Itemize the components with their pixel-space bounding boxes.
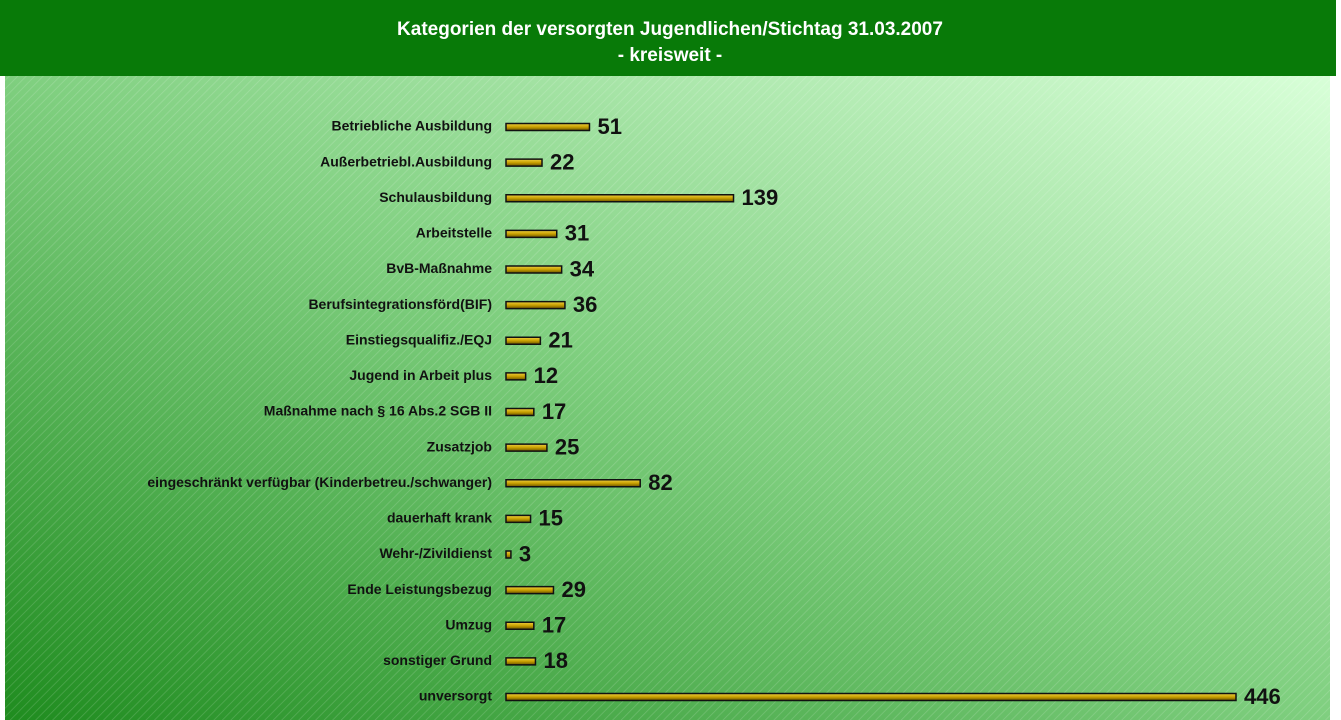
category-label: BvB-Maßnahme <box>386 260 492 276</box>
bar <box>505 407 535 417</box>
bar <box>505 194 735 203</box>
category-label: Zusatzjob <box>427 438 492 454</box>
category-label: Arbeitstelle <box>416 225 492 241</box>
bar <box>505 657 537 666</box>
bar <box>505 621 535 630</box>
bar <box>505 265 563 274</box>
category-label: Jugend in Arbeit plus <box>349 367 492 383</box>
category-label: Wehr-/Zivildienst <box>379 545 492 561</box>
bar <box>505 479 641 488</box>
value-label: 139 <box>742 185 779 210</box>
header-band <box>0 0 1336 76</box>
category-label: Außerbetriebl.Ausbildung <box>320 153 492 169</box>
value-label: 17 <box>542 613 566 638</box>
bar <box>505 300 566 310</box>
value-label: 22 <box>550 149 574 174</box>
category-label: Maßnahme nach § 16 Abs.2 SGB II <box>264 403 492 419</box>
bar <box>505 158 543 167</box>
bar <box>505 550 512 559</box>
category-label: Einstiegsqualifiz./EQJ <box>346 331 492 347</box>
value-label: 82 <box>648 470 672 495</box>
category-label: unversorgt <box>419 688 492 704</box>
chart-title: Kategorien der versorgten Jugendlichen/S… <box>397 19 943 40</box>
value-label: 17 <box>542 399 566 424</box>
category-label: sonstiger Grund <box>383 652 492 668</box>
bar <box>505 372 527 381</box>
category-label: eingeschränkt verfügbar (Kinderbetreu./s… <box>147 474 492 490</box>
value-label: 21 <box>548 328 572 353</box>
category-label: Umzug <box>445 616 492 632</box>
bar <box>505 229 558 239</box>
value-label: 51 <box>597 114 621 139</box>
bar <box>505 122 591 132</box>
value-label: 12 <box>534 363 558 388</box>
value-label: 18 <box>543 648 567 673</box>
category-label: Berufsintegrationsförd(BIF) <box>308 296 492 312</box>
bar <box>505 514 532 524</box>
category-label: Schulausbildung <box>379 189 492 205</box>
category-label: Ende Leistungsbezug <box>347 581 492 597</box>
category-label: Betriebliche Ausbildung <box>332 118 493 134</box>
value-label: 15 <box>539 506 563 531</box>
bar <box>505 443 548 452</box>
category-label: dauerhaft krank <box>387 510 492 526</box>
value-label: 3 <box>519 541 531 566</box>
value-label: 36 <box>573 292 597 317</box>
bar <box>505 585 555 595</box>
value-label: 446 <box>1244 684 1281 709</box>
value-label: 31 <box>565 221 589 246</box>
plot-hatch <box>5 76 1330 720</box>
bar <box>505 692 1237 702</box>
bar <box>505 336 542 345</box>
value-label: 25 <box>555 434 579 459</box>
value-label: 34 <box>570 256 595 281</box>
chart-subtitle: - kreisweit - <box>618 45 723 66</box>
value-label: 29 <box>561 577 585 602</box>
